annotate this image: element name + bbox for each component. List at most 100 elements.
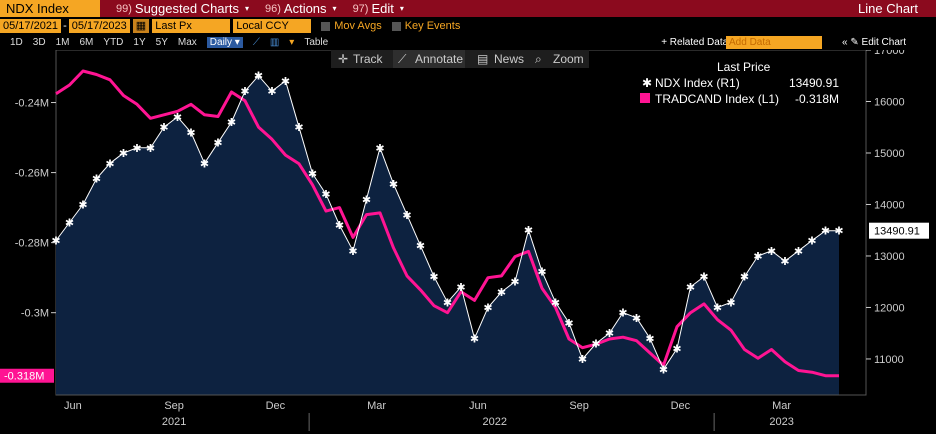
annotate-bg [393,50,465,68]
ndx-point: ✱ [564,318,573,330]
year-label: 2021 [162,416,186,428]
track-button[interactable]: Track [353,52,384,66]
legend-ndx-value: 13490.91 [789,76,839,90]
period-1d[interactable]: 1D [10,37,23,48]
actions-number: 96) [265,2,281,15]
ndx-point: ✱ [173,112,182,124]
month-label: Jun [64,400,82,412]
start-date-field[interactable]: 05/17/2021 [0,19,62,33]
add-data-input[interactable]: Add Data [726,36,822,49]
period-5y[interactable]: 5Y [155,37,168,48]
ndx-point: ✱ [537,266,546,278]
ndx-point: ✱ [213,138,222,150]
ndx-point: ✱ [821,226,830,238]
bar-chart-icon[interactable]: ▥ [269,37,280,48]
axes: -0.24M -0.26M -0.28M -0.3M -0.318M 17000 16000… [0,50,929,431]
ndx-point: ✱ [92,174,101,186]
period-row: 1D 3D 1M 6M YTD 1Y 5Y Max Daily ▾ ⟋ ▥ ▾ … [0,35,936,50]
period-3d[interactable]: 3D [32,37,46,48]
year-label: 2023 [769,416,793,428]
left-tick-label: -0.28M [15,238,49,250]
month-label: Dec [671,400,691,412]
news-button[interactable]: News [494,52,524,66]
legend-header: Last Price [717,60,771,74]
ndx-point: ✱ [767,246,776,258]
ndx-point: ✱ [780,256,789,268]
tradcand-series-path [55,69,839,378]
ndx-area [56,75,839,395]
ndx-point: ✱ [267,86,276,98]
ndx-point: ✱ [321,189,330,201]
ndx-point: ✱ [281,76,290,88]
ndx-point: ✱ [456,282,465,294]
ndx-point: ✱ [470,333,479,345]
ndx-point: ✱ [146,143,155,155]
ndx-point: ✱ [227,117,236,129]
ndx-point: ✱ [186,127,195,139]
ndx-point: ✱ [794,246,803,258]
key-events-label: Key Events [404,20,461,32]
frequency-select[interactable]: Daily ▾ [206,37,243,48]
legend-bg [630,58,846,108]
mov-avgs-label: Mov Avgs [334,20,382,32]
mov-avgs-checkbox[interactable] [321,21,331,31]
edit-chart-button[interactable]: « ✎ Edit Chart [842,37,906,48]
ndx-point: ✱ [699,272,708,284]
calendar-icon[interactable]: ▦ [132,19,150,33]
right-current-label: 13490.91 [874,226,920,238]
ndx-point: ✱ [362,194,371,206]
ndx-point: ✱ [605,328,614,340]
chart-toolbar: ✛ Track ⟋ Annotate ▤ News ⌕ Zoom [331,50,589,68]
right-tick-label: 13000 [874,251,905,263]
ndx-point: ✱ [200,158,209,170]
ndx-line: ✱ ✱ ✱ ✱ ✱ ✱ ✱ ✱ ✱ ✱ ✱ ✱ ✱ ✱ ✱ ✱ ✱ ✱ ✱ ✱ ✱ ✱ ✱ ✱ ✱ ✱ ✱ ✱ ✱ ✱ ✱ ✱ ✱ ✱ ✱ ✱ ✱ ✱ ✱ ✱… [51,71,843,377]
ndx-point: ✱ [672,344,681,356]
month-label: Dec [266,400,286,412]
right-tick-label: 12000 [874,302,905,314]
key-events-checkbox[interactable] [391,21,401,31]
related-data-button[interactable]: + Related Data ▾ [661,37,736,48]
period-ytd[interactable]: YTD [103,37,124,48]
end-date-field[interactable]: 05/17/2023 [68,19,130,33]
actions-label: Actions [283,1,327,16]
left-current-label: -0.318M [4,371,44,383]
period-1m[interactable]: 1M [55,37,70,48]
left-current-tag [0,368,54,383]
ndx-point: ✱ [132,143,141,155]
ndx-point: ✱ [308,169,317,181]
legend: Last Price ✱ NDX Index (R1) 13490.91 TRA… [630,58,846,108]
dropdown-icon[interactable]: ▾ [289,37,295,48]
price-field-select[interactable]: Last Px [152,19,231,33]
table-button[interactable]: Table [304,37,329,48]
currency-select[interactable]: Local CCY [233,19,312,33]
title-bar: NDX Index 99) Suggested Charts ▾ 96) Act… [0,0,936,17]
ndx-point: ✱ [618,308,627,320]
security-field[interactable]: NDX Index [0,0,100,17]
period-max[interactable]: Max [177,37,197,48]
month-label: Mar [367,400,386,412]
legend-ndx-name: NDX Index (R1) [655,76,740,90]
ndx-point: ✱ [375,143,384,155]
legend-tradcand-name: TRADCAND Index (L1) [655,92,779,106]
month-label: Jun [469,400,487,412]
ndx-point: ✱ [348,246,357,258]
zoom-icon: ⌕ [535,52,542,66]
year-label: 2022 [483,416,507,428]
edit-chart-label: Edit Chart [861,37,906,48]
ndx-point: ✱ [686,282,695,294]
edit-menu[interactable]: 97) Edit ▾ [353,1,404,16]
actions-menu[interactable]: 96) Actions ▾ [265,1,337,16]
ndx-point: ✱ [524,225,533,237]
suggested-charts-menu[interactable]: 99) Suggested Charts ▾ [116,1,249,16]
ndx-point: ✱ [551,297,560,309]
ndx-point: ✱ [159,122,168,134]
period-6m[interactable]: 6M [79,37,94,48]
chart-canvas[interactable]: ✱ ✱ ✱ ✱ ✱ ✱ ✱ ✱ ✱ ✱ ✱ ✱ ✱ ✱ ✱ ✱ ✱ ✱ ✱ ✱ ✱ ✱ ✱ ✱ ✱ ✱ ✱ ✱ ✱ ✱ ✱ ✱ ✱ ✱ ✱ ✱ ✱ ✱ ✱ ✱… [0,50,936,434]
line-chart-icon[interactable]: ⟋ [252,37,260,48]
ndx-point: ✱ [645,333,654,345]
period-1y[interactable]: 1Y [133,37,146,48]
annotate-button[interactable]: Annotate [415,52,463,66]
zoom-button[interactable]: Zoom [553,52,584,66]
right-current-tag [869,222,929,239]
ndx-point: ✱ [294,122,303,134]
